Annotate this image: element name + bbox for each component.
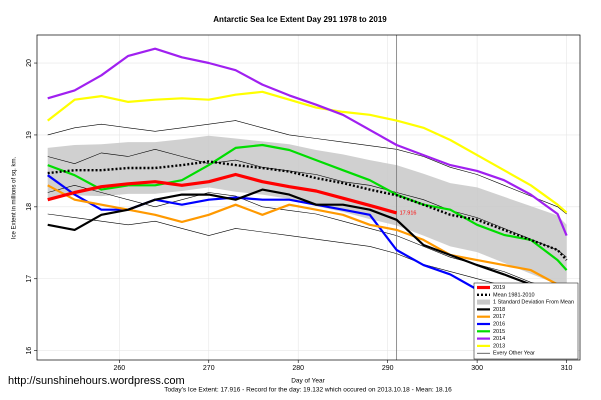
legend-label: Mean 1981-2010: [493, 292, 535, 298]
legend-label: 2013: [493, 343, 505, 349]
series-line: [47, 188, 568, 341]
x-tick-label: 310: [561, 365, 573, 372]
std-band: [47, 135, 567, 296]
x-tick-label: 280: [292, 365, 304, 372]
legend-label: 2018: [493, 307, 505, 313]
other-year-line: [47, 184, 567, 297]
y-tick-label: 18: [26, 203, 33, 211]
plot-border: [36, 34, 581, 361]
y-tick-label: 16: [26, 347, 33, 355]
x-tick-label: 270: [203, 365, 215, 372]
series-line: [47, 160, 568, 261]
legend-label: 2017: [493, 314, 505, 320]
series-line: [47, 47, 568, 237]
legend-swatch: [477, 299, 490, 305]
x-tick-label: 300: [471, 365, 483, 372]
footer: Today's Ice Extent: 17.916 - Record for …: [164, 387, 452, 394]
series-line: [47, 90, 568, 214]
series-line: [47, 172, 398, 215]
y-tick-label: 19: [26, 131, 33, 139]
x-axis-label: Day of Year: [291, 378, 325, 385]
watermark: http://sunshinehours.wordpress.com: [8, 375, 185, 387]
data-label: 17.916: [400, 210, 417, 216]
y-tick-label: 20: [26, 59, 33, 67]
legend-box: [473, 282, 579, 360]
legend-label: 2014: [493, 336, 505, 342]
legend-label: 2015: [493, 329, 505, 335]
legend-label: 1 Standard Deviation From Mean: [493, 300, 574, 306]
y-tick-label: 17: [26, 275, 33, 283]
other-year-line: [47, 120, 567, 215]
other-year-line: [47, 148, 567, 258]
series-line: [47, 143, 568, 271]
legend-label: Every Other Year: [493, 351, 535, 357]
chart-title: Antarctic Sea Ice Extent Day 291 1978 to…: [213, 15, 387, 24]
x-tick-label: 260: [113, 365, 125, 372]
legend-label: 2019: [493, 285, 505, 291]
x-tick-label: 290: [382, 365, 394, 372]
y-axis-label: Ice Extent in millions of sq. km.: [12, 156, 18, 239]
legend-label: 2016: [493, 321, 505, 327]
series-line: [47, 184, 568, 301]
